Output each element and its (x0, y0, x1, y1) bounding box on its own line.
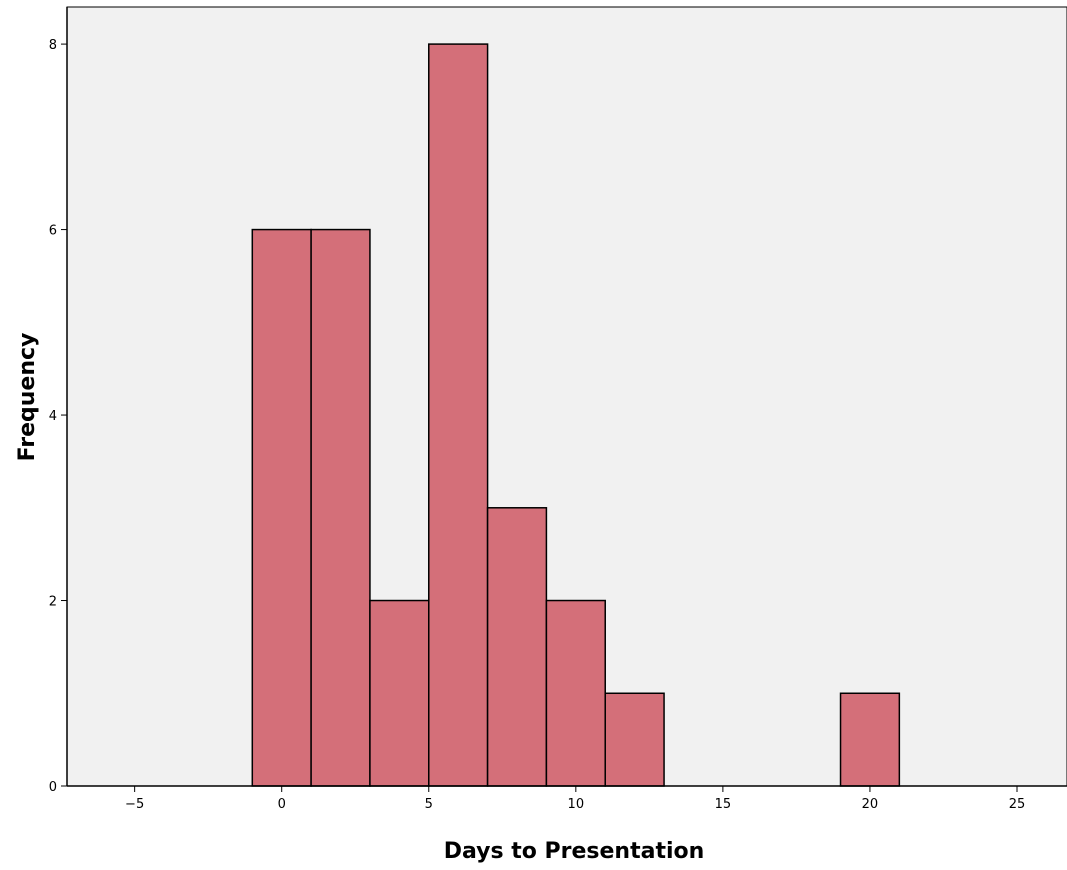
axes-layer: −5 0 5 10 15 20 25 0 2 4 6 8 (49, 7, 1067, 812)
x-tick-label: −5 (125, 797, 144, 812)
x-tick-label: 15 (715, 797, 732, 812)
x-tick-label: 0 (278, 797, 286, 812)
y-tick-label: 8 (49, 38, 57, 53)
histogram-bar (251, 228, 312, 787)
histogram-bar (369, 599, 430, 787)
histogram-bar (486, 507, 548, 787)
x-tick-label: 5 (425, 797, 433, 812)
histogram-bar (604, 692, 665, 787)
x-tick-label: 25 (1009, 797, 1026, 812)
y-axis-title: Frequency (15, 333, 40, 462)
histogram-bar (428, 43, 489, 787)
histogram-bar (545, 599, 606, 787)
histogram-bar (310, 228, 371, 787)
y-tick-label: 2 (49, 595, 57, 610)
histogram-bar (839, 692, 901, 787)
x-tick-label: 20 (862, 797, 879, 812)
x-axis-title: Days to Presentation (444, 839, 705, 864)
y-tick-label: 0 (49, 780, 57, 795)
y-tick-label: 6 (49, 224, 57, 239)
y-tick-label: 4 (49, 409, 57, 424)
x-tick-label: 10 (568, 797, 585, 812)
